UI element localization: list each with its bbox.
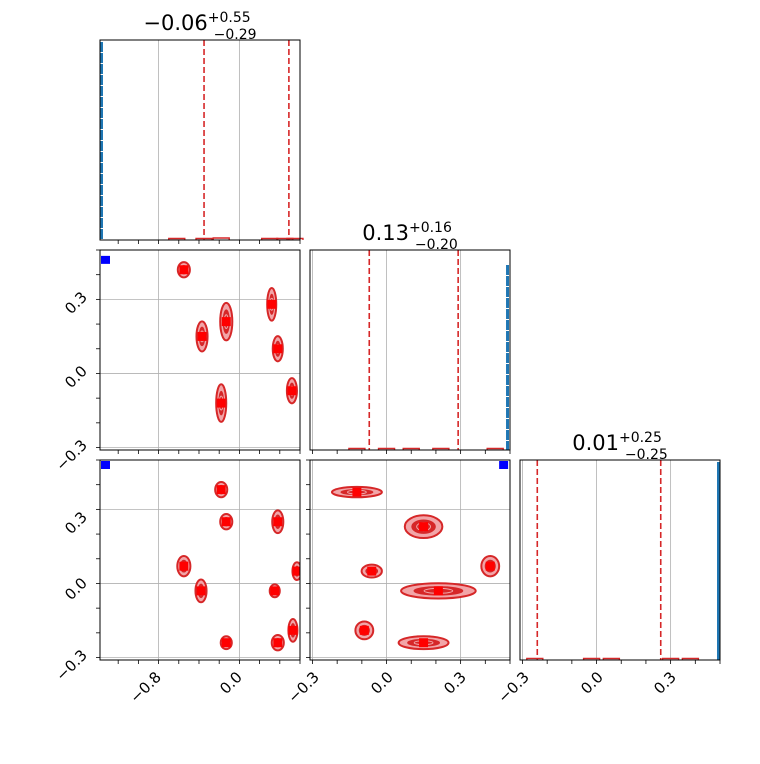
xtick-p2-1: 0.0 [577, 668, 607, 698]
title-p2: 0.01+0.25 −0.25 [572, 430, 668, 463]
title-p1-value: 0.13 [362, 221, 409, 245]
xtick-p1-1: 0.0 [367, 668, 397, 698]
contour-panel-p0-p1-frame [99, 249, 301, 451]
hist-panel-p2-bin-1 [582, 657, 601, 660]
contour-panel-p0-p2-marker-4 [221, 638, 231, 648]
xtick-p2-0: −0.3 [494, 668, 532, 706]
contour-panel-p0-p1 [96, 249, 301, 454]
hist-panel-p1-bin-0 [348, 447, 366, 450]
contour-panel-p0-p1-marker-5 [273, 344, 283, 354]
hist-panel-p2-bin-3 [661, 657, 680, 660]
panels-layer [96, 39, 721, 664]
hist-panel-p1-bin-4 [486, 447, 504, 450]
contour-panel-p1-p2-marker-1 [419, 522, 429, 532]
xtick-p1-2: 0.3 [440, 668, 470, 698]
contour-panel-p0-p2-marker-7 [292, 566, 300, 576]
title-p0-minus: −0.29 [214, 27, 257, 43]
contour-panel-p0-p2 [96, 459, 301, 664]
hist-panel-p0-frame [99, 39, 301, 241]
contour-panel-p0-p2-marker-6 [270, 586, 280, 596]
title-p1: 0.13+0.16 −0.20 [362, 220, 458, 253]
title-p0-plus: +0.55 [208, 10, 251, 26]
contour-panel-p0-p2-truth-marker [101, 461, 110, 469]
hist-panel-p0-bin-3 [260, 237, 279, 240]
title-p2-plus: +0.25 [619, 430, 662, 446]
title-p0: −0.06+0.55 −0.29 [143, 10, 256, 43]
contour-panel-p1-p2-truth-marker [499, 461, 509, 469]
contour-panel-p1-p2-marker-0 [352, 487, 362, 497]
title-p2-minus: −0.25 [625, 447, 668, 463]
xtick-p0-1: 0.0 [216, 668, 246, 698]
hist-panel-p2-bin-4 [681, 657, 700, 660]
contour-panel-p0-p1-truth-marker [101, 255, 110, 264]
ytick-row1-2: 0.3 [61, 288, 91, 318]
contour-panel-p0-p1-marker-6 [287, 386, 297, 396]
contour-panel-p0-p2-marker-0 [216, 485, 226, 495]
ytick-row2-2: 0.3 [61, 508, 91, 538]
contour-panel-p0-p2-marker-9 [288, 625, 298, 635]
hist-panel-p0-bin-4 [276, 237, 294, 240]
contour-panel-p0-p2-marker-3 [196, 586, 206, 596]
contour-panel-p0-p2-marker-1 [221, 517, 231, 527]
hist-panel-p2 [519, 459, 721, 664]
hist-panel-p1-bin-2 [402, 447, 420, 450]
hist-panel-p2-frame [519, 459, 721, 661]
contour-panel-p1-p2-marker-5 [359, 625, 369, 635]
contour-panel-p0-p1-marker-3 [216, 398, 226, 408]
hist-panel-p2-bin-2 [602, 657, 621, 660]
hist-panel-p0-bin-5 [286, 237, 304, 240]
title-p0-value: −0.06 [143, 11, 207, 35]
contour-panel-p0-p1-marker-0 [179, 265, 189, 275]
contour-panel-p1-p2-marker-4 [485, 561, 495, 571]
contour-panel-p0-p1-blobs [101, 255, 298, 423]
hist-panel-p2-bin-0 [526, 657, 544, 660]
hist-panel-p0-bin-2 [212, 237, 230, 240]
contour-panel-p0-p2-blobs [101, 461, 300, 652]
hist-panel-p1-frame [309, 249, 511, 451]
contour-panel-p1-p2-marker-3 [433, 586, 443, 596]
hist-panel-p0-bin-0 [168, 237, 186, 240]
hist-panel-p0 [99, 39, 304, 244]
contour-panel-p0-p2-frame [99, 459, 301, 661]
title-p1-minus: −0.20 [415, 237, 458, 253]
contour-panel-p0-p2-marker-8 [273, 638, 283, 648]
title-p1-plus: +0.16 [409, 220, 452, 236]
titles-layer: −0.06+0.55 −0.29 0.13+0.16 −0.20 0.01+0.25… [143, 10, 667, 463]
contour-panel-p0-p1-marker-4 [267, 299, 277, 309]
ytick-row1-0: −0.3 [52, 436, 90, 474]
contour-panel-p0-p1-marker-1 [197, 331, 207, 341]
contour-panel-p0-p1-marker-2 [221, 317, 231, 327]
title-p2-value: 0.01 [572, 431, 619, 455]
contour-panel-p1-p2-marker-2 [367, 566, 377, 576]
contour-panel-p0-p2-marker-2 [179, 561, 189, 571]
xtick-p0-0: −0.8 [126, 668, 164, 706]
hist-panel-p1-bin-3 [432, 447, 450, 450]
contour-panel-p0-p2-marker-5 [273, 517, 283, 527]
contour-panel-p1-p2-blobs [330, 461, 509, 651]
contour-panel-p1-p2-marker-6 [419, 638, 429, 648]
hist-panel-p1 [309, 249, 511, 454]
ytick-row2-0: −0.3 [52, 646, 90, 684]
hist-panel-p1-bin-1 [377, 447, 396, 450]
ytick-row2-1: 0.0 [61, 574, 91, 604]
contour-panel-p1-p2-frame [309, 459, 511, 661]
ytick-row1-1: 0.0 [61, 362, 91, 392]
contour-panel-p1-p2 [306, 459, 511, 664]
xtick-p1-0: −0.3 [284, 668, 322, 706]
xtick-p2-2: 0.3 [650, 668, 680, 698]
